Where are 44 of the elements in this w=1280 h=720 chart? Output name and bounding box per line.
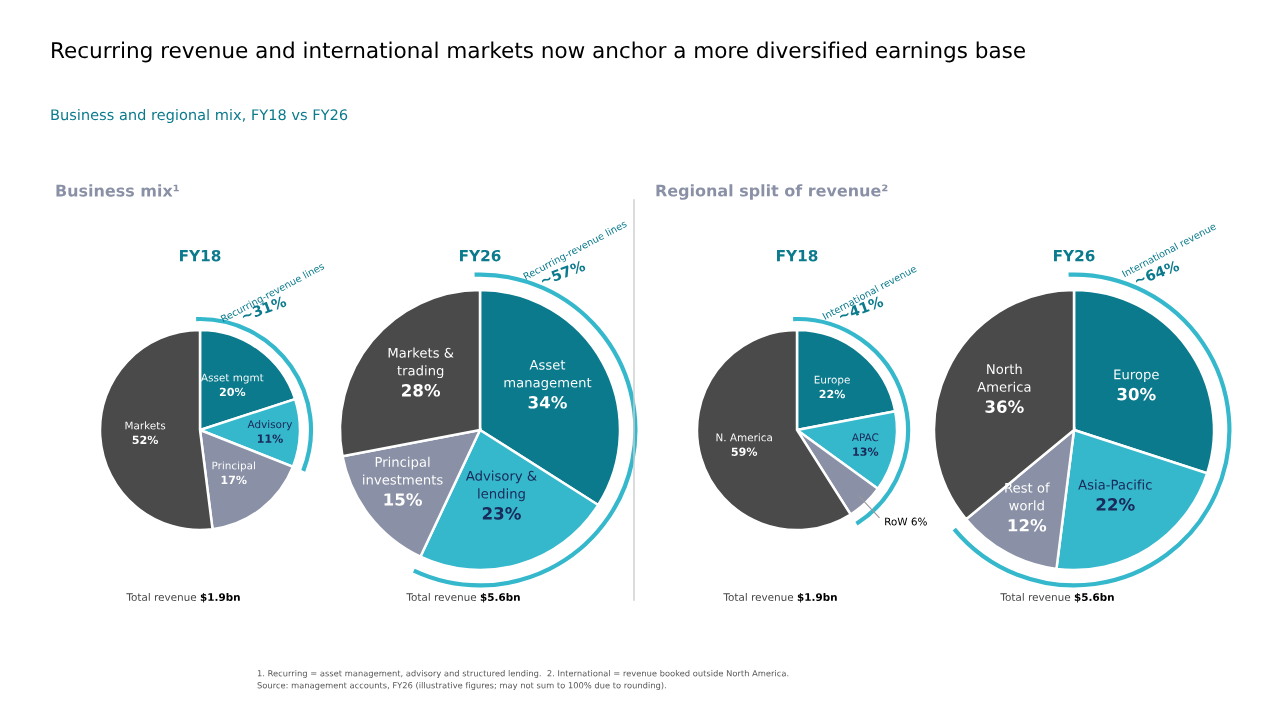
text: Total revenue $1.9bn bbox=[723, 592, 837, 603]
data-label: 13% bbox=[853, 447, 879, 456]
slice-label: APAC bbox=[851, 433, 879, 442]
data-label: 22% bbox=[819, 389, 845, 399]
slice-label: Europe bbox=[814, 375, 850, 386]
slice-label: Asset mgmt bbox=[201, 373, 264, 384]
text: Regional split of revenue² bbox=[656, 184, 888, 200]
data-label: 28% bbox=[402, 384, 441, 397]
data-label: 23% bbox=[482, 507, 521, 520]
data-label: 20% bbox=[219, 387, 246, 397]
slice-label: Markets bbox=[125, 421, 166, 430]
slice-label: RoW 6% bbox=[885, 517, 927, 526]
text: Total revenue $1.9bn bbox=[126, 592, 240, 603]
chart-title: FY18 bbox=[777, 249, 818, 262]
data-label: 12% bbox=[1008, 518, 1047, 532]
slice-label: Markets & trading bbox=[388, 347, 454, 379]
data-label: 17% bbox=[221, 475, 247, 485]
text: Total revenue $5.6bn bbox=[406, 592, 520, 603]
slice-label: Asia-Pacific bbox=[1078, 479, 1152, 490]
chart-title: FY26 bbox=[1054, 249, 1095, 262]
text: Business mix¹ bbox=[56, 184, 179, 197]
data-label: 22% bbox=[1096, 498, 1135, 511]
text: Total revenue $5.6bn bbox=[1000, 592, 1114, 603]
data-label: 59% bbox=[731, 447, 758, 456]
slice-label: North America bbox=[977, 363, 1031, 392]
slice-label: Asset management bbox=[504, 359, 592, 391]
text: Business and regional mix, FY18 vs FY26 bbox=[51, 108, 348, 124]
slice-label: Europe bbox=[1114, 369, 1159, 382]
data-label: 52% bbox=[132, 435, 159, 445]
slice-label: Advisory bbox=[247, 420, 293, 431]
data-label: 15% bbox=[384, 493, 422, 506]
text: Recurring revenue and international markets now anchor a more diversified earnings base bbox=[52, 41, 1025, 63]
data-label: 11% bbox=[257, 434, 283, 443]
slice-label: N. America bbox=[716, 433, 772, 442]
data-label: 30% bbox=[1117, 387, 1156, 401]
slice-label: Advisory & lending bbox=[465, 470, 537, 502]
slice-label: Principal investments bbox=[363, 456, 443, 485]
chart-title: FY26 bbox=[460, 249, 501, 262]
data-label: 34% bbox=[528, 396, 567, 409]
source-note: Source: management accounts, FY26 (illustrative figures; may not sum to 100% due to rounding). bbox=[257, 681, 666, 691]
slice-label: Principal bbox=[212, 461, 255, 472]
text: 1. Recurring = asset management, advisory and structured lending. 2. International = revenue booked outside North America. bbox=[257, 669, 789, 679]
data-label: 36% bbox=[985, 400, 1024, 413]
chart-title: FY18 bbox=[180, 249, 221, 262]
